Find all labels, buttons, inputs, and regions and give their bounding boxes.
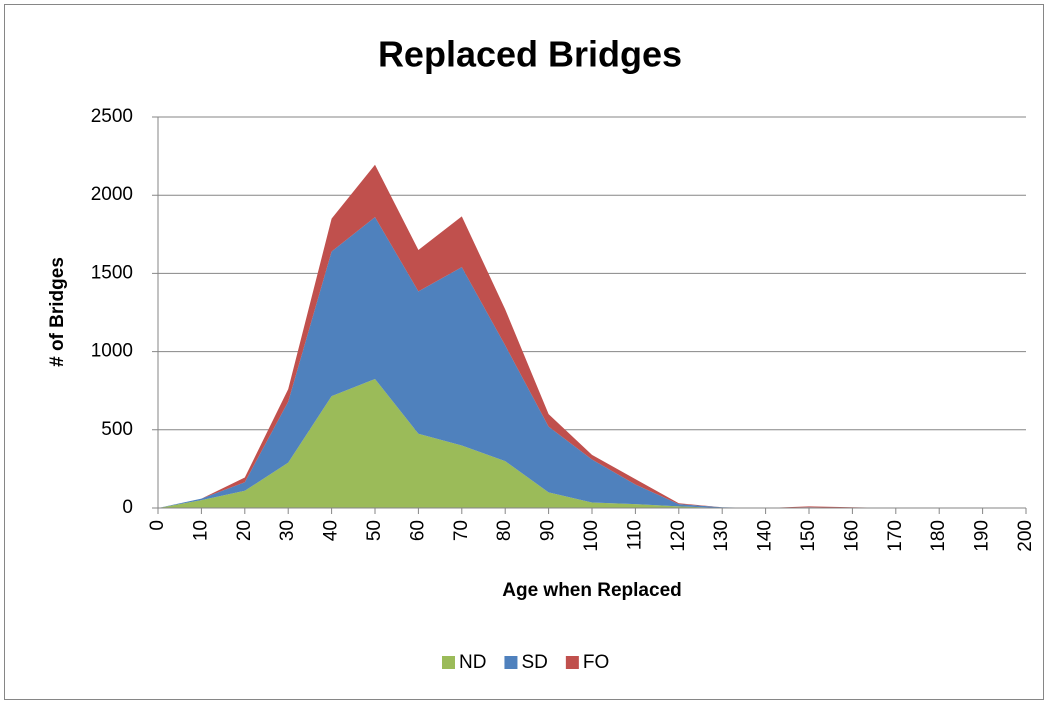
x-tick-label: 150	[798, 520, 819, 552]
chart-title: Replaced Bridges	[378, 34, 682, 75]
x-tick-label: 200	[1015, 520, 1036, 552]
x-axis-label: Age when Replaced	[502, 580, 682, 601]
x-tick-label: 140	[755, 520, 776, 552]
y-tick-label: 2500	[91, 106, 133, 127]
x-tick-label: 20	[234, 520, 255, 541]
legend-label: FO	[583, 652, 609, 673]
x-tick-label: 0	[147, 520, 168, 531]
x-tick-label: 100	[581, 520, 602, 552]
area	[158, 217, 1026, 508]
legend-swatch	[442, 656, 455, 669]
x-tick-label: 40	[321, 520, 342, 541]
x-tick-label: 170	[885, 520, 906, 552]
y-tick-label: 0	[122, 497, 133, 518]
y-tick-label: 500	[101, 419, 133, 440]
y-tick-label: 1000	[91, 341, 133, 362]
y-tick-label: 2000	[91, 184, 133, 205]
x-tick-label: 120	[668, 520, 689, 552]
legend-label: ND	[459, 652, 486, 673]
legend-swatch	[565, 656, 579, 669]
legend-swatch	[504, 656, 518, 669]
x-tick-label: 160	[841, 520, 862, 552]
x-tick-label: 80	[494, 520, 515, 541]
y-tick-label: 1500	[91, 262, 133, 283]
x-tick-label: 50	[364, 520, 385, 541]
area	[158, 378, 1026, 508]
x-tick-label: 60	[407, 520, 428, 541]
y-axis-label: # of Bridges	[47, 257, 68, 367]
legend-label: SD	[521, 652, 547, 673]
x-tick-label: 90	[538, 520, 559, 541]
x-tick-label: 10	[190, 520, 211, 541]
x-tick-label: 130	[711, 520, 732, 552]
x-tick-label: 110	[624, 520, 645, 550]
x-tick-label: 190	[972, 520, 993, 552]
x-tick-label: 30	[277, 520, 298, 541]
x-tick-label: 70	[451, 520, 472, 541]
x-tick-label: 180	[928, 520, 949, 552]
